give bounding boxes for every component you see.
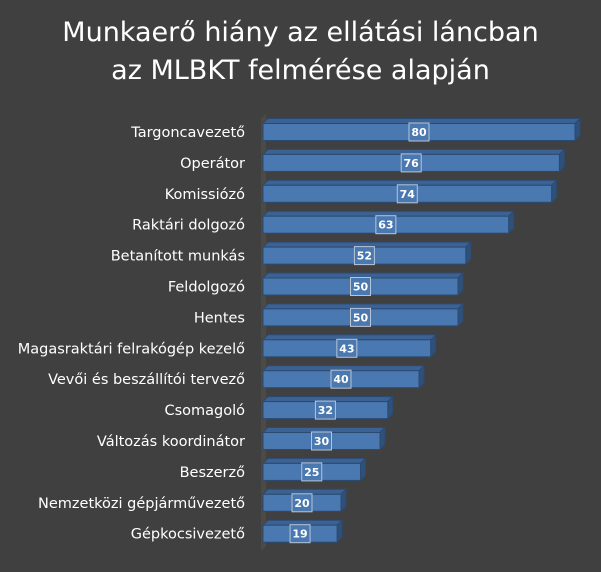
title-line-2: az MLBKT felmérése alapján <box>111 55 490 86</box>
category-label: Magasraktári felrakógép kezelő <box>18 341 245 357</box>
data-label-box <box>350 307 371 327</box>
data-label-box <box>311 431 332 451</box>
category-label: Vevői és beszállítói tervező <box>48 372 245 388</box>
data-label: 40 <box>333 373 349 386</box>
data-label: 20 <box>294 497 310 510</box>
data-label-box <box>408 122 430 142</box>
data-label-box <box>336 338 358 358</box>
category-label: Feldolgozó <box>168 280 245 296</box>
category-label: Betanított munkás <box>111 249 245 265</box>
data-label: 43 <box>339 342 354 355</box>
category-label: Targoncavezető <box>130 125 245 141</box>
data-label-box <box>301 462 323 482</box>
category-label: Komissiózó <box>165 187 245 203</box>
category-label: Beszerző <box>180 465 246 481</box>
category-label: Raktári dolgozó <box>132 218 245 234</box>
category-label: Hentes <box>194 310 245 326</box>
data-label: 25 <box>304 466 319 479</box>
chart-title: Munkaerő hiány az ellátási láncban az ML… <box>0 14 601 90</box>
category-label: Operátor <box>180 156 245 172</box>
data-label-box <box>353 246 375 266</box>
data-label: 52 <box>357 250 372 263</box>
data-label: 76 <box>404 157 420 170</box>
data-label-box <box>400 153 422 173</box>
data-label-box <box>314 400 336 420</box>
category-label: Nemzetközi gépjárművezető <box>38 496 245 512</box>
category-label: Változás koordinátor <box>97 434 245 450</box>
title-line-1: Munkaerő hiány az ellátási láncban <box>62 17 539 48</box>
data-label-box <box>291 493 313 513</box>
data-label: 74 <box>400 188 416 201</box>
data-label: 80 <box>411 126 427 139</box>
data-label-box <box>375 215 397 235</box>
category-label: Csomagoló <box>164 403 245 419</box>
data-label-box <box>350 277 371 296</box>
data-label: 19 <box>292 528 307 541</box>
data-label: 50 <box>353 281 369 294</box>
data-label: 32 <box>318 404 333 417</box>
data-label: 30 <box>314 435 330 448</box>
data-label-box <box>289 524 311 544</box>
data-label: 63 <box>378 219 393 232</box>
axis-wall <box>261 113 266 552</box>
category-label: Gépkocsivezető <box>131 527 245 543</box>
data-label-box <box>330 369 352 389</box>
data-label-box <box>396 184 418 204</box>
data-label: 50 <box>353 311 369 324</box>
